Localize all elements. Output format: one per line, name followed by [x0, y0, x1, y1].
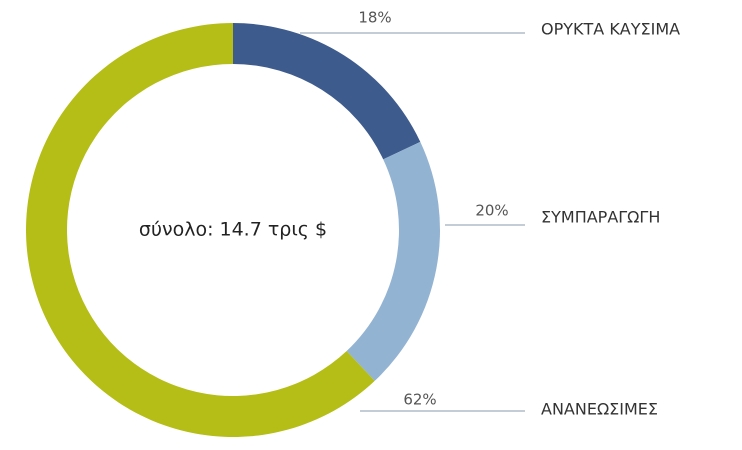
value-label: 18% — [358, 9, 391, 27]
value-label: 20% — [475, 202, 508, 220]
value-label: 62% — [403, 391, 436, 409]
donut-segment — [233, 23, 421, 160]
category-label: ΣΥΜΠΑΡΑΓΩΓΗ — [541, 208, 660, 227]
category-label: ΟΡΥΚΤΑ ΚΑΥΣΙΜΑ — [541, 20, 680, 39]
donut-segment — [25, 23, 375, 438]
center-label: σύνολο: 14.7 τρις $ — [139, 219, 327, 241]
donut-segment — [346, 141, 440, 381]
category-label: ΑΝΑΝΕΩΣΙΜΕΣ — [541, 400, 658, 419]
